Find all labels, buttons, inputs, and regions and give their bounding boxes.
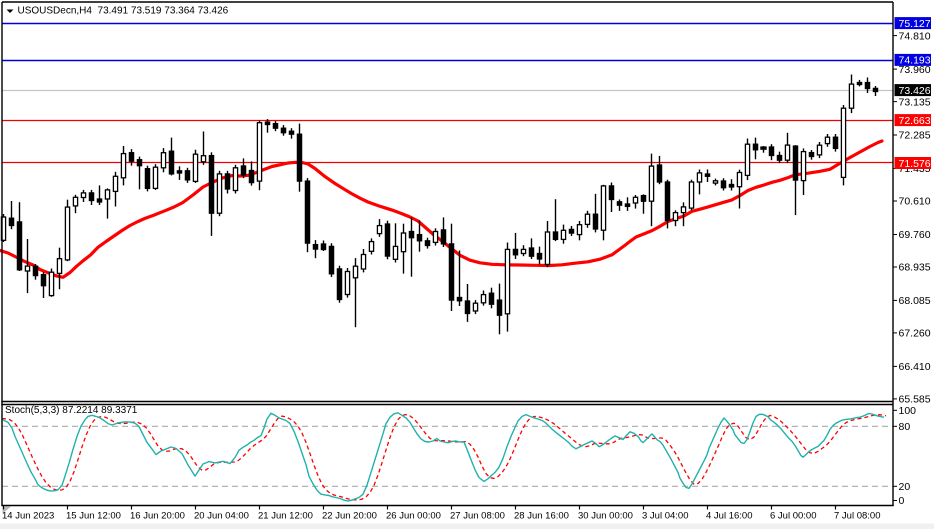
- svg-text:73.960: 73.960: [899, 64, 931, 76]
- svg-text:USOUSDecn,H4 73.491 73.519 73: USOUSDecn,H4 73.491 73.519 73.364 73.426: [18, 6, 229, 17]
- svg-text:27 Jun 08:00: 27 Jun 08:00: [450, 511, 505, 522]
- svg-text:74.810: 74.810: [899, 30, 931, 42]
- svg-text:71.576: 71.576: [899, 158, 931, 170]
- svg-text:30 Jun 00:00: 30 Jun 00:00: [578, 511, 633, 522]
- svg-text:21 Jun 12:00: 21 Jun 12:00: [258, 511, 313, 522]
- svg-text:4 Jul 16:00: 4 Jul 16:00: [706, 511, 752, 522]
- svg-text:3 Jul 04:00: 3 Jul 04:00: [642, 511, 688, 522]
- svg-text:74.193: 74.193: [899, 55, 931, 67]
- svg-text:20: 20: [899, 481, 911, 493]
- svg-text:75.127: 75.127: [899, 18, 931, 30]
- svg-text:100: 100: [899, 405, 917, 417]
- svg-text:66.410: 66.410: [899, 361, 931, 373]
- svg-text:7 Jul 08:00: 7 Jul 08:00: [834, 511, 880, 522]
- svg-text:68.085: 68.085: [899, 295, 931, 307]
- svg-text:70.610: 70.610: [899, 196, 931, 208]
- svg-text:65.585: 65.585: [899, 394, 931, 406]
- svg-text:Stoch(5,3,3) 87.2214 89.3371: Stoch(5,3,3) 87.2214 89.3371: [5, 405, 138, 416]
- svg-text:72.285: 72.285: [899, 130, 931, 142]
- svg-text:16 Jun 20:00: 16 Jun 20:00: [130, 511, 185, 522]
- svg-text:69.760: 69.760: [899, 229, 931, 241]
- svg-text:0: 0: [899, 495, 905, 507]
- svg-text:68.935: 68.935: [899, 262, 931, 274]
- svg-text:28 Jun 16:00: 28 Jun 16:00: [514, 511, 569, 522]
- svg-text:67.260: 67.260: [899, 328, 931, 340]
- svg-text:14 Jun 2023: 14 Jun 2023: [2, 511, 54, 522]
- svg-text:72.663: 72.663: [899, 115, 931, 127]
- svg-text:80: 80: [899, 421, 911, 433]
- svg-text:73.135: 73.135: [899, 96, 931, 108]
- svg-text:6 Jul 00:00: 6 Jul 00:00: [770, 511, 816, 522]
- svg-text:73.426: 73.426: [899, 85, 931, 97]
- svg-text:26 Jun 00:00: 26 Jun 00:00: [386, 511, 441, 522]
- svg-text:22 Jun 20:00: 22 Jun 20:00: [322, 511, 377, 522]
- svg-text:20 Jun 04:00: 20 Jun 04:00: [194, 511, 249, 522]
- svg-text:15 Jun 12:00: 15 Jun 12:00: [66, 511, 121, 522]
